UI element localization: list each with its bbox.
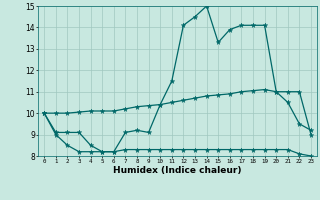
X-axis label: Humidex (Indice chaleur): Humidex (Indice chaleur) — [113, 166, 242, 175]
